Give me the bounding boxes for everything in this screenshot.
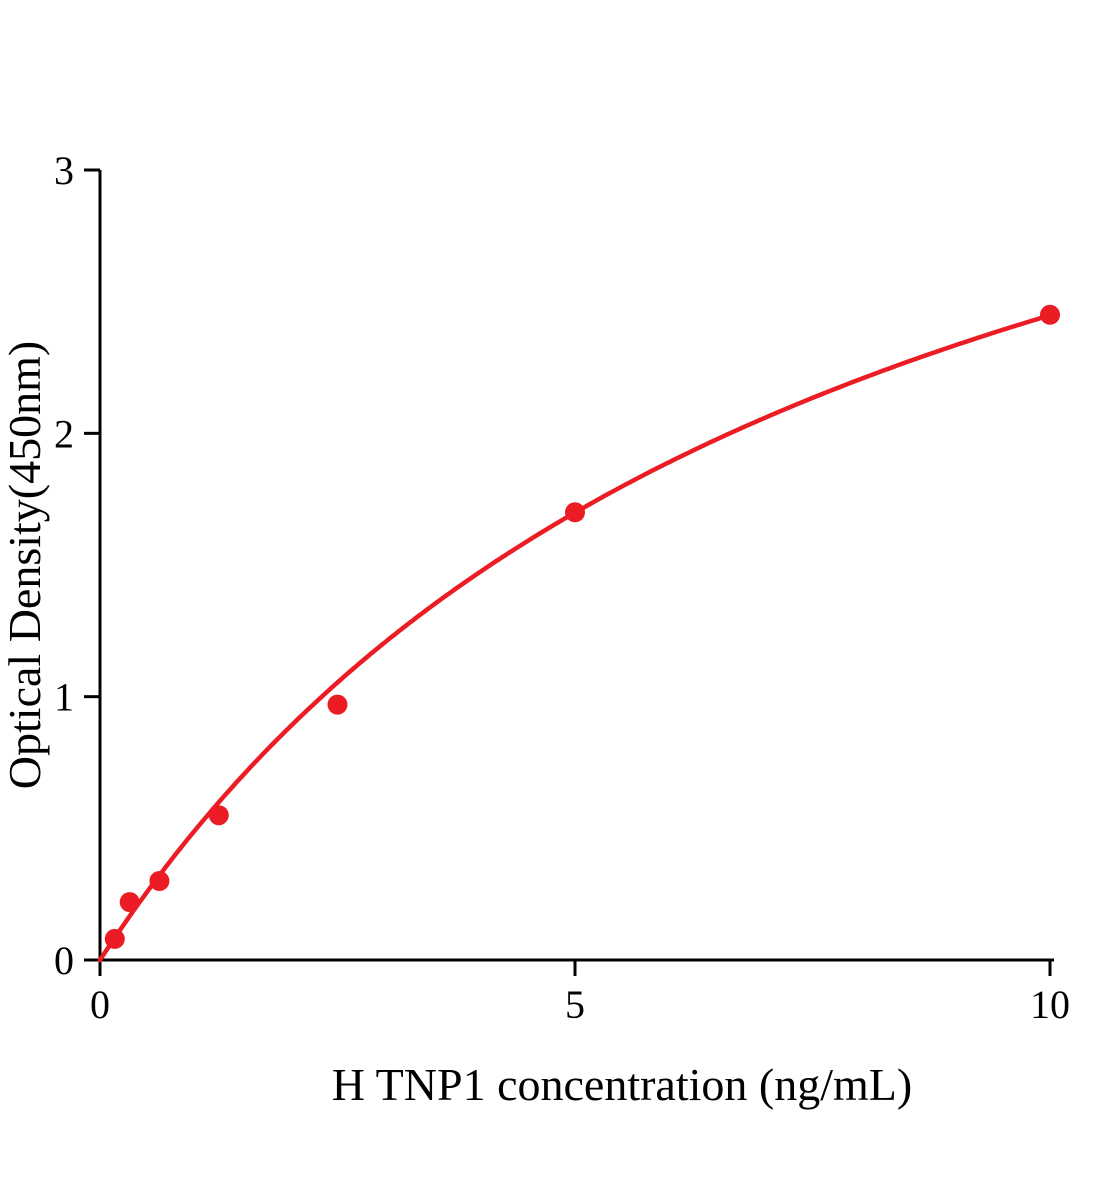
data-point bbox=[149, 871, 170, 891]
x-axis-title: H TNP1 concentration (ng/mL) bbox=[332, 1059, 912, 1110]
y-tick-label: 3 bbox=[54, 148, 74, 193]
x-tick-label: 5 bbox=[565, 982, 585, 1027]
y-tick-label: 1 bbox=[54, 675, 74, 720]
x-tick-label: 0 bbox=[90, 982, 110, 1027]
fit-curve bbox=[97, 313, 1053, 963]
data-point bbox=[327, 694, 348, 715]
data-series bbox=[97, 304, 1060, 963]
x-tick-label: 10 bbox=[1030, 982, 1070, 1027]
data-point bbox=[104, 928, 125, 949]
data-point bbox=[208, 805, 229, 826]
data-point bbox=[565, 502, 585, 523]
y-tick-label: 0 bbox=[54, 938, 74, 983]
data-point bbox=[1040, 304, 1060, 325]
data-point bbox=[119, 892, 140, 913]
y-tick-label: 2 bbox=[54, 411, 74, 456]
y-axis-title: Optical Density(450nm) bbox=[0, 341, 50, 789]
axes: 0 5 10 0 1 2 3 bbox=[54, 148, 1070, 1027]
